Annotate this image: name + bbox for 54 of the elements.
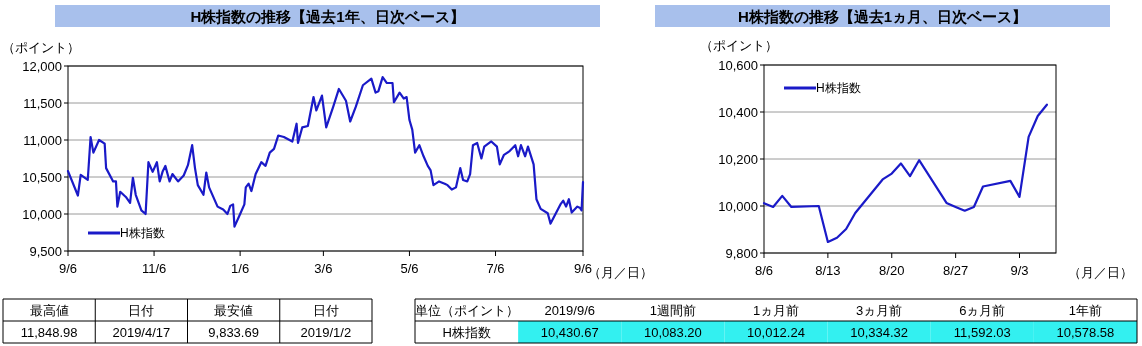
text: 2019/4/17 <box>112 325 171 340</box>
text: 10,578.58 <box>1056 325 1115 340</box>
line-series <box>762 103 1048 244</box>
y-tick-label: 10,600 <box>718 58 758 73</box>
category-label: 3ヵ月前 <box>856 303 903 318</box>
text: 10,334.32 <box>850 325 909 340</box>
y-tick-label: 9,500 <box>29 244 62 259</box>
category-label: 1週間前 <box>649 303 696 318</box>
y-tick-label: 10,000 <box>718 199 758 214</box>
category-label: 日付 <box>312 303 339 318</box>
category-label: 2019/9/6 <box>544 303 596 318</box>
text: 2019/1/2 <box>300 325 352 340</box>
x-axis-title: （月／日） <box>1068 265 1133 280</box>
y-tick-label: 9,800 <box>725 246 758 261</box>
chart-title: H株指数の推移【過去1年、日次ベース】 <box>190 8 465 25</box>
x-tick-label: 7/6 <box>486 261 505 276</box>
x-tick-label: 9/6 <box>573 261 593 276</box>
y-tick-label: 10,000 <box>22 207 62 222</box>
x-tick-label: 1/6 <box>231 261 250 276</box>
category-label: 最高値 <box>29 303 69 318</box>
x-tick-label: 8/13 <box>815 263 841 278</box>
category-label: H株指数 <box>442 325 491 340</box>
text: 10,430.67 <box>540 325 599 340</box>
category-label: 日付 <box>128 303 155 318</box>
text: 9,833.69 <box>208 325 259 340</box>
x-tick-label: 8/27 <box>942 263 969 278</box>
y-tick-label: 12,000 <box>22 59 62 74</box>
chart-title: H株指数の推移【過去1ヵ月、日次ベース】 <box>737 8 1028 25</box>
text: 10,012.24 <box>747 325 805 340</box>
legend-label: H株指数 <box>816 81 861 95</box>
category-label: 最安値 <box>214 303 254 318</box>
y-axis-title: （ポイント） <box>2 40 80 55</box>
category-label: 1ヵ月前 <box>752 303 800 318</box>
y-tick-label: 10,200 <box>718 152 758 167</box>
y-tick-label: 11,000 <box>23 133 62 148</box>
text: 単位（ポイント） <box>414 303 519 318</box>
category-label: 6ヵ月前 <box>959 303 1006 318</box>
legend-label: H株指数 <box>120 226 165 240</box>
y-axis-title: （ポイント） <box>700 38 778 53</box>
text: 10,083.20 <box>643 325 702 340</box>
x-tick-label: 11/6 <box>141 261 167 276</box>
line-series <box>66 76 585 228</box>
text: 11,848.98 <box>20 325 78 340</box>
x-tick-label: 5/6 <box>400 261 419 276</box>
y-tick-label: 10,400 <box>718 105 758 120</box>
category-label: 1年前 <box>1068 303 1103 318</box>
y-tick-label: 11,500 <box>23 96 62 111</box>
x-tick-label: 9/6 <box>58 261 78 276</box>
x-tick-label: 3/6 <box>314 261 333 276</box>
text: 11,592.03 <box>953 325 1011 340</box>
y-tick-label: 10,500 <box>22 170 62 185</box>
x-tick-label: 8/6 <box>754 263 774 278</box>
x-tick-label: 9/3 <box>1010 263 1029 278</box>
x-tick-label: 8/20 <box>879 263 905 278</box>
